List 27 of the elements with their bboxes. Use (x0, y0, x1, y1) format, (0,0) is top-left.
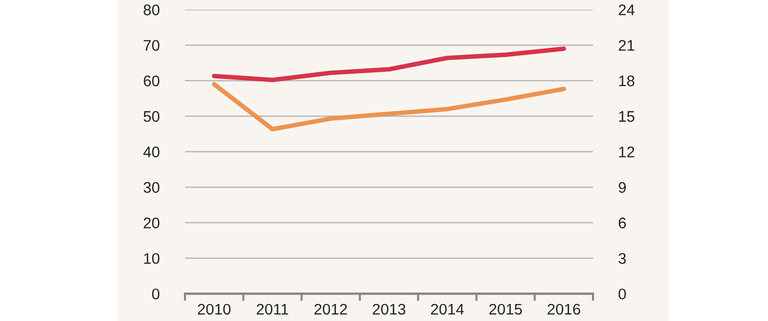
y-tick-label: 20 (144, 218, 160, 228)
y2-tick-label: 6 (618, 218, 626, 228)
y-tick-label: 50 (144, 111, 160, 122)
y-tick-label: 60 (144, 76, 160, 86)
y-tick-label: 40 (143, 146, 160, 158)
x-tick-label: 2015 (489, 304, 522, 315)
y2-tick-label: 18 (619, 76, 634, 86)
x-tick-label: 2016 (548, 304, 580, 315)
y2-tick-label: 21 (618, 40, 634, 51)
y-tick-label: 80 (144, 4, 160, 16)
y2-tick-label: 15 (619, 111, 634, 122)
y-tick-label: 0 (152, 288, 160, 300)
y2-tick-label: 12 (619, 146, 634, 158)
y2-tick-label: 0 (618, 288, 626, 300)
y-tick-label: 10 (144, 253, 160, 264)
x-tick-label: 2010 (198, 304, 231, 315)
y2-tick-label: 3 (618, 253, 626, 264)
y2-tick-label: 24 (618, 4, 635, 16)
y-tick-label: 70 (144, 40, 160, 51)
line-series (212, 46, 566, 82)
x-tick-label: 2012 (314, 304, 347, 315)
y2-tick-label: 9 (618, 182, 626, 193)
x-tick-label: 2014 (431, 304, 464, 315)
y-tick-label: 30 (144, 182, 160, 193)
line-series (212, 82, 566, 132)
x-tick-label: 2011 (256, 304, 288, 315)
x-tick-label: 2013 (372, 304, 406, 315)
